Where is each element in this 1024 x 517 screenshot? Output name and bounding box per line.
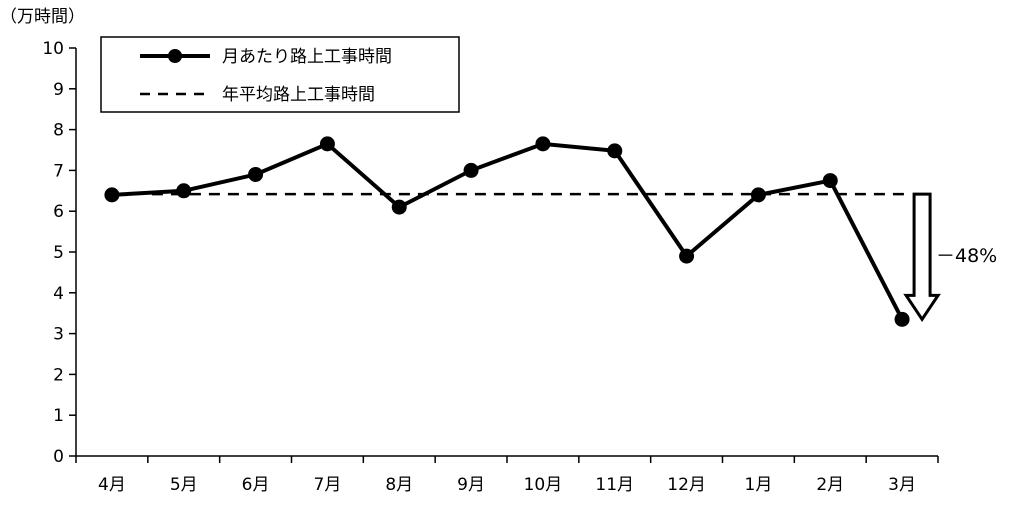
decrease-arrow [903, 192, 941, 323]
y-tick-label: 2 [53, 365, 64, 385]
data-point [894, 311, 910, 327]
data-point [607, 143, 623, 159]
data-point [104, 187, 120, 203]
legend-label-monthly: 月あたり路上工事時間 [222, 47, 392, 67]
x-tick-label: 10月 [524, 475, 563, 495]
data-point [176, 183, 192, 199]
y-tick-label: 6 [53, 202, 64, 222]
data-point [750, 187, 766, 203]
legend-box [100, 36, 460, 113]
y-axis-unit-label: （万時間） [0, 7, 85, 27]
y-axis: 0 1 2 3 4 5 6 7 8 9 10 [42, 39, 77, 467]
y-tick-label: 7 [53, 161, 64, 181]
y-tick-label: 0 [53, 447, 64, 467]
data-point [535, 136, 551, 152]
y-tick-label: 10 [42, 39, 64, 59]
legend: 月あたり路上工事時間 年平均路上工事時間 [100, 36, 460, 113]
legend-marker-sample [168, 49, 182, 63]
monthly-series-group [104, 136, 910, 327]
decrease-arrow-group [903, 192, 941, 323]
x-tick-label: 1月 [745, 475, 773, 495]
data-point [822, 173, 838, 189]
data-point [391, 199, 407, 215]
y-tick-label: 3 [53, 325, 64, 345]
x-tick-label: 3月 [888, 475, 916, 495]
y-tick-label: 8 [53, 121, 64, 141]
y-tick-label: 4 [53, 284, 64, 304]
x-axis: 4月 5月 6月 7月 8月 9月 10月 11月 12月 1月 2月 3月 [75, 455, 939, 495]
data-point [679, 248, 695, 264]
monthly-series-line [111, 141, 904, 321]
y-tick-label: 1 [53, 406, 64, 426]
y-tick-label: 5 [53, 243, 64, 263]
x-tick-label: 11月 [595, 475, 634, 495]
x-tick-label: 7月 [314, 475, 342, 495]
data-point [248, 166, 264, 182]
x-tick-label: 5月 [170, 475, 198, 495]
x-tick-label: 8月 [385, 475, 413, 495]
x-tick-label: 6月 [242, 475, 270, 495]
x-tick-label: 4月 [98, 475, 126, 495]
x-tick-label: 2月 [816, 475, 844, 495]
y-tick-label: 9 [53, 80, 64, 100]
data-point [319, 136, 335, 152]
x-tick-label: 12月 [667, 475, 706, 495]
data-point [463, 162, 479, 178]
x-tick-label: 9月 [457, 475, 485, 495]
legend-label-average: 年平均路上工事時間 [222, 85, 375, 105]
decrease-annotation: －48% [936, 245, 997, 267]
